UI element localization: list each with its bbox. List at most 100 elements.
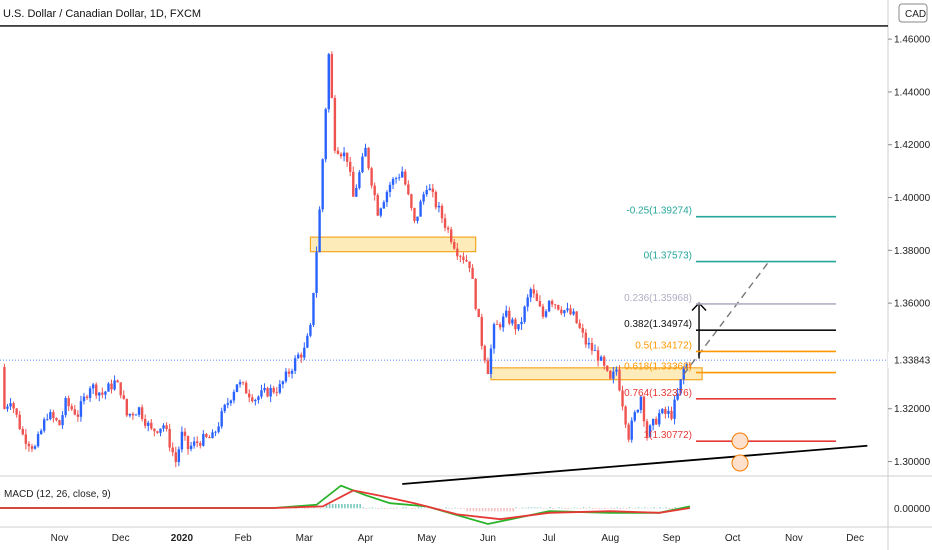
candle-body xyxy=(404,171,407,185)
macd-pane xyxy=(0,484,691,525)
fib-label: 0.236(1.35968) xyxy=(624,293,692,304)
candle-body xyxy=(364,147,367,157)
candle-body xyxy=(590,343,594,351)
macd-histogram-bar xyxy=(607,508,609,509)
candle-body xyxy=(547,300,551,312)
macd-histogram-bar xyxy=(595,508,597,509)
macd-histogram-bar xyxy=(472,508,475,512)
candle-body xyxy=(33,446,37,449)
candle-body xyxy=(339,153,343,157)
last-price-badge xyxy=(888,352,932,369)
candle-body xyxy=(569,308,572,315)
x-tick-label: Dec xyxy=(112,533,130,544)
candle-body xyxy=(563,310,566,314)
candle-body xyxy=(88,388,92,398)
candle-body xyxy=(618,369,621,391)
candle-body xyxy=(235,384,239,392)
candle-body xyxy=(456,248,459,257)
candle-body xyxy=(538,300,542,307)
y-tick-label: 1.42000 xyxy=(894,140,931,151)
candle-body xyxy=(550,300,554,305)
candle-body xyxy=(309,324,312,336)
x-tick-label: Mar xyxy=(296,533,314,544)
macd-histogram-bar xyxy=(509,508,511,512)
macd-histogram-bar xyxy=(337,504,340,509)
candle-body xyxy=(382,202,386,209)
x-tick-label: Nov xyxy=(51,533,69,544)
candle-body xyxy=(174,452,177,463)
currency-badge[interactable]: CAD xyxy=(898,3,928,23)
candle-body xyxy=(315,252,318,293)
candle-body xyxy=(379,208,382,216)
candle-body xyxy=(67,398,70,407)
macd-histogram-bar xyxy=(576,507,579,509)
candle-body xyxy=(474,278,477,309)
macd-histogram-bar xyxy=(295,508,297,510)
macd-histogram-bar xyxy=(515,507,518,509)
macd-histogram-bar xyxy=(619,508,622,509)
candle-body xyxy=(541,306,545,317)
macd-histogram-bar xyxy=(487,508,490,512)
candle-body xyxy=(128,413,132,416)
candle-body xyxy=(15,408,18,415)
candle-body xyxy=(593,350,597,351)
y-tick-label: 1.40000 xyxy=(894,193,931,204)
candle-body xyxy=(9,403,12,407)
candle-body xyxy=(220,411,223,427)
candle-body xyxy=(248,393,251,398)
macd-histogram-bar xyxy=(438,508,441,509)
candle-body xyxy=(630,420,633,440)
candle-body xyxy=(140,407,144,420)
y-tick-label: 1.30000 xyxy=(894,457,931,468)
candle-body xyxy=(492,324,496,349)
macd-histogram-bar xyxy=(552,508,554,510)
candle-body xyxy=(244,382,248,394)
fib-label: 0.618(1.33369) xyxy=(624,362,692,373)
candle-body xyxy=(667,410,670,414)
candle-body xyxy=(241,382,245,383)
macd-histogram-bar xyxy=(558,507,560,509)
macd-histogram-bar xyxy=(573,507,576,509)
candle-body xyxy=(401,171,404,178)
macd-histogram-bar xyxy=(469,508,472,512)
candle-body xyxy=(73,409,76,415)
candle-body xyxy=(394,178,398,179)
candle-body xyxy=(627,424,630,440)
candle-body xyxy=(296,354,300,359)
candle-body xyxy=(180,431,184,450)
macd-histogram-bar xyxy=(393,508,395,509)
candle-body xyxy=(416,216,419,221)
candle-body xyxy=(260,390,263,397)
event-icons[interactable] xyxy=(731,432,749,472)
macd-histogram-bar xyxy=(377,508,380,510)
candle-body xyxy=(397,177,401,179)
candle-body xyxy=(205,433,208,438)
candle-body xyxy=(446,227,450,230)
candle-body xyxy=(46,419,49,420)
macd-histogram-bar xyxy=(484,508,487,512)
candle-body xyxy=(95,384,98,396)
macd-histogram-bar xyxy=(530,507,533,509)
candle-body xyxy=(6,406,9,409)
candle-body xyxy=(64,398,67,416)
candle-body xyxy=(407,184,410,195)
macd-histogram-bar xyxy=(359,504,361,509)
candle-body xyxy=(648,425,652,437)
candle-body xyxy=(275,392,278,394)
macd-histogram-bar xyxy=(445,507,447,509)
candle-body xyxy=(342,152,346,157)
candle-body xyxy=(147,422,150,426)
candle-body xyxy=(676,393,679,400)
candle-body xyxy=(12,403,15,409)
candle-body xyxy=(361,156,364,173)
macd-histogram-bar xyxy=(549,507,551,509)
candle-body xyxy=(110,383,113,390)
candle-body xyxy=(43,419,46,431)
candle-body xyxy=(370,168,373,186)
candle-body xyxy=(544,311,548,317)
time-axis[interactable]: Nov Dec 2020 Feb Mar Apr May Jun Jul Aug Sep Oct Nov… xyxy=(51,533,864,544)
price-axis[interactable]: 1.46000 1.44000 1.42000 1.40000 1.38000 1.360… xyxy=(888,35,932,515)
candle-body xyxy=(358,172,361,188)
candle-body xyxy=(272,387,275,393)
